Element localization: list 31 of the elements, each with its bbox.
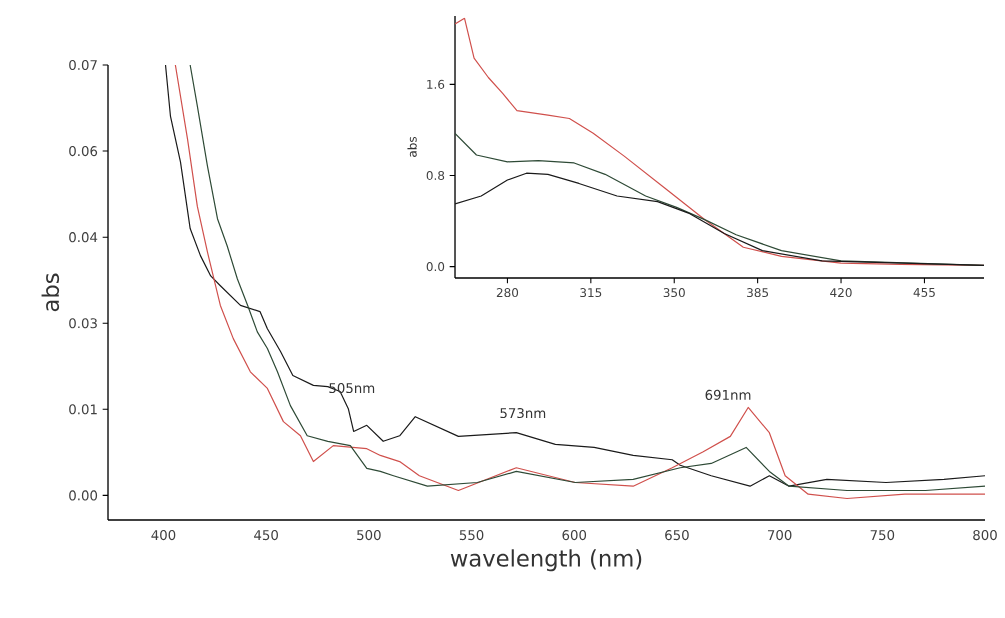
x-tick-label: 350 (663, 288, 685, 298)
y-tick-label: 0.07 (69, 59, 97, 71)
y-tick-label: 0.0 (426, 262, 445, 272)
y-tick-label: 0.8 (426, 170, 445, 181)
x-tick-label: 385 (747, 288, 769, 298)
x-tick-label: 455 (913, 288, 935, 297)
x-tick-label: 650 (665, 530, 689, 541)
y-tick-label: 1.6 (427, 79, 445, 89)
annotation: 505nm (329, 383, 375, 394)
annotation: 573nm (500, 408, 546, 419)
line-series (455, 172, 985, 267)
y-tick-label: 0.04 (69, 232, 98, 243)
x-tick-label: 280 (496, 288, 519, 298)
y-tick-label: 0.06 (69, 146, 98, 157)
x-tick-label: 315 (580, 288, 602, 298)
x-tick-label: 420 (830, 288, 852, 298)
x-tick-label: 600 (562, 530, 587, 541)
x-tick-label: 450 (254, 530, 278, 541)
x-tick-label: 700 (767, 530, 792, 541)
x-tick-label: 400 (151, 530, 176, 541)
y-tick-label: 0.03 (69, 318, 97, 329)
y-tick-label: 0.00 (69, 490, 98, 501)
x-tick-label: 500 (357, 530, 381, 541)
x-tick-label: 750 (870, 530, 895, 541)
y-axis-title: abs (407, 136, 417, 157)
x-tick-label: 800 (973, 530, 997, 541)
y-tick-label: 0.01 (69, 404, 97, 415)
x-axis-title: wavelength (nm) (450, 549, 642, 572)
annotation: 691nm (705, 389, 751, 400)
y-axis-title: abs (41, 273, 60, 312)
x-tick-label: 550 (459, 530, 484, 541)
